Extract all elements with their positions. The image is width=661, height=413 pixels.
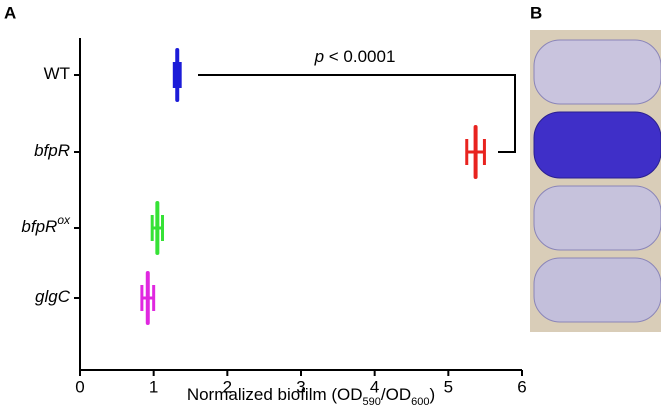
annotation-part: p [314, 47, 324, 66]
annotation: p < 0.0001 [314, 47, 396, 66]
x-tick-label: 0 [75, 377, 84, 396]
category-part: WT [44, 64, 70, 83]
category-part: glgC [35, 287, 71, 306]
tube-photo [530, 30, 661, 332]
y-tick-label: bfpRox [21, 213, 71, 236]
x-tick-label: 3 [296, 377, 305, 396]
x-label-part: Normalized biofilm (OD [187, 385, 363, 404]
x-axis-label: Normalized biofilm (OD590/OD600) [187, 385, 435, 407]
significance-bracket [198, 74, 516, 153]
tube [533, 185, 661, 251]
x-label-part: /OD [381, 385, 411, 404]
tube [533, 257, 661, 323]
x-label-part: 600 [411, 396, 429, 408]
tube [533, 39, 661, 105]
x-label-part: 590 [363, 396, 381, 408]
annotation-part: < 0.0001 [324, 47, 395, 66]
panel-label: B [530, 3, 542, 22]
category-part: bfpR [21, 217, 57, 236]
x-tick-label: 6 [517, 377, 526, 396]
y-tick-label: glgC [35, 287, 71, 306]
y-tick-label: bfpR [34, 141, 70, 160]
y-tick-label: WT [44, 64, 70, 83]
tube [533, 111, 661, 179]
x-label-part: ) [429, 385, 435, 404]
panel-label: A [4, 3, 16, 22]
category-part: bfpR [34, 141, 70, 160]
x-tick-label: 1 [149, 377, 158, 396]
x-tick-label: 2 [223, 377, 232, 396]
x-tick-label: 4 [370, 377, 379, 396]
x-tick-label: 5 [444, 377, 453, 396]
category-part: ox [57, 213, 71, 227]
